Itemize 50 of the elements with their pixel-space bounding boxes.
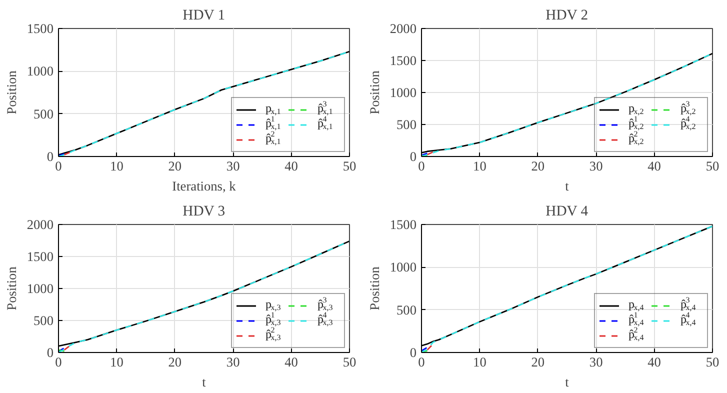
y-tick-label: 0 <box>46 149 54 164</box>
y-axis-title: Position <box>4 70 19 114</box>
x-axis-title: t <box>202 374 206 390</box>
y-tick-label: 1000 <box>26 64 54 79</box>
x-tick-label: 50 <box>342 354 356 370</box>
x-tick-label: 10 <box>473 158 487 174</box>
x-tick-label: 20 <box>168 158 182 174</box>
chart-title: HDV 3 <box>182 204 226 220</box>
y-tick-label: 2000 <box>26 217 54 232</box>
x-axis-title: t <box>565 178 570 194</box>
x-tick-label: 40 <box>648 158 662 174</box>
x-tick-label: 40 <box>284 158 298 174</box>
y-tick-label: 0 <box>410 149 417 164</box>
y-tick-label: 1000 <box>26 281 54 296</box>
y-tick-label: 500 <box>396 117 417 132</box>
y-tick-label: 1500 <box>390 217 417 232</box>
x-tick-label: 20 <box>168 354 182 370</box>
chart-title: HDV 2 <box>546 8 588 24</box>
y-axis-title: Position <box>366 266 382 310</box>
y-tick-label: 2000 <box>390 21 417 36</box>
x-tick-label: 30 <box>226 354 240 370</box>
x-tick-label: 20 <box>531 354 545 370</box>
y-tick-label: 1000 <box>390 260 417 275</box>
x-tick-label: 20 <box>531 158 545 174</box>
x-axis-title: t <box>565 374 570 390</box>
y-tick-label: 0 <box>46 345 54 360</box>
y-tick-label: 500 <box>396 302 417 318</box>
y-tick-label: 1500 <box>26 21 54 36</box>
y-axis-title: Position <box>4 266 19 310</box>
x-tick-label: 50 <box>706 354 720 370</box>
x-tick-label: 30 <box>226 158 240 174</box>
chart-title: HDV 1 <box>182 8 226 24</box>
y-tick-label: 0 <box>410 345 417 360</box>
x-tick-label: 40 <box>648 354 662 370</box>
y-tick-label: 1000 <box>390 85 417 100</box>
y-tick-label: 500 <box>34 313 54 328</box>
chart-title: HDV 4 <box>546 204 589 220</box>
x-tick-label: 50 <box>342 158 356 174</box>
y-tick-label: 1500 <box>26 249 54 264</box>
x-tick-label: 30 <box>589 158 604 174</box>
x-tick-label: 30 <box>589 354 604 370</box>
x-tick-label: 10 <box>110 354 124 370</box>
x-axis-title: Iterations, k <box>172 178 236 194</box>
y-tick-label: 1500 <box>390 53 417 68</box>
x-tick-label: 40 <box>284 354 298 370</box>
y-tick-label: 500 <box>34 106 54 122</box>
y-axis-title: Position <box>366 70 382 114</box>
x-tick-label: 10 <box>110 158 124 174</box>
x-tick-label: 50 <box>706 158 720 174</box>
x-tick-label: 10 <box>473 354 487 370</box>
